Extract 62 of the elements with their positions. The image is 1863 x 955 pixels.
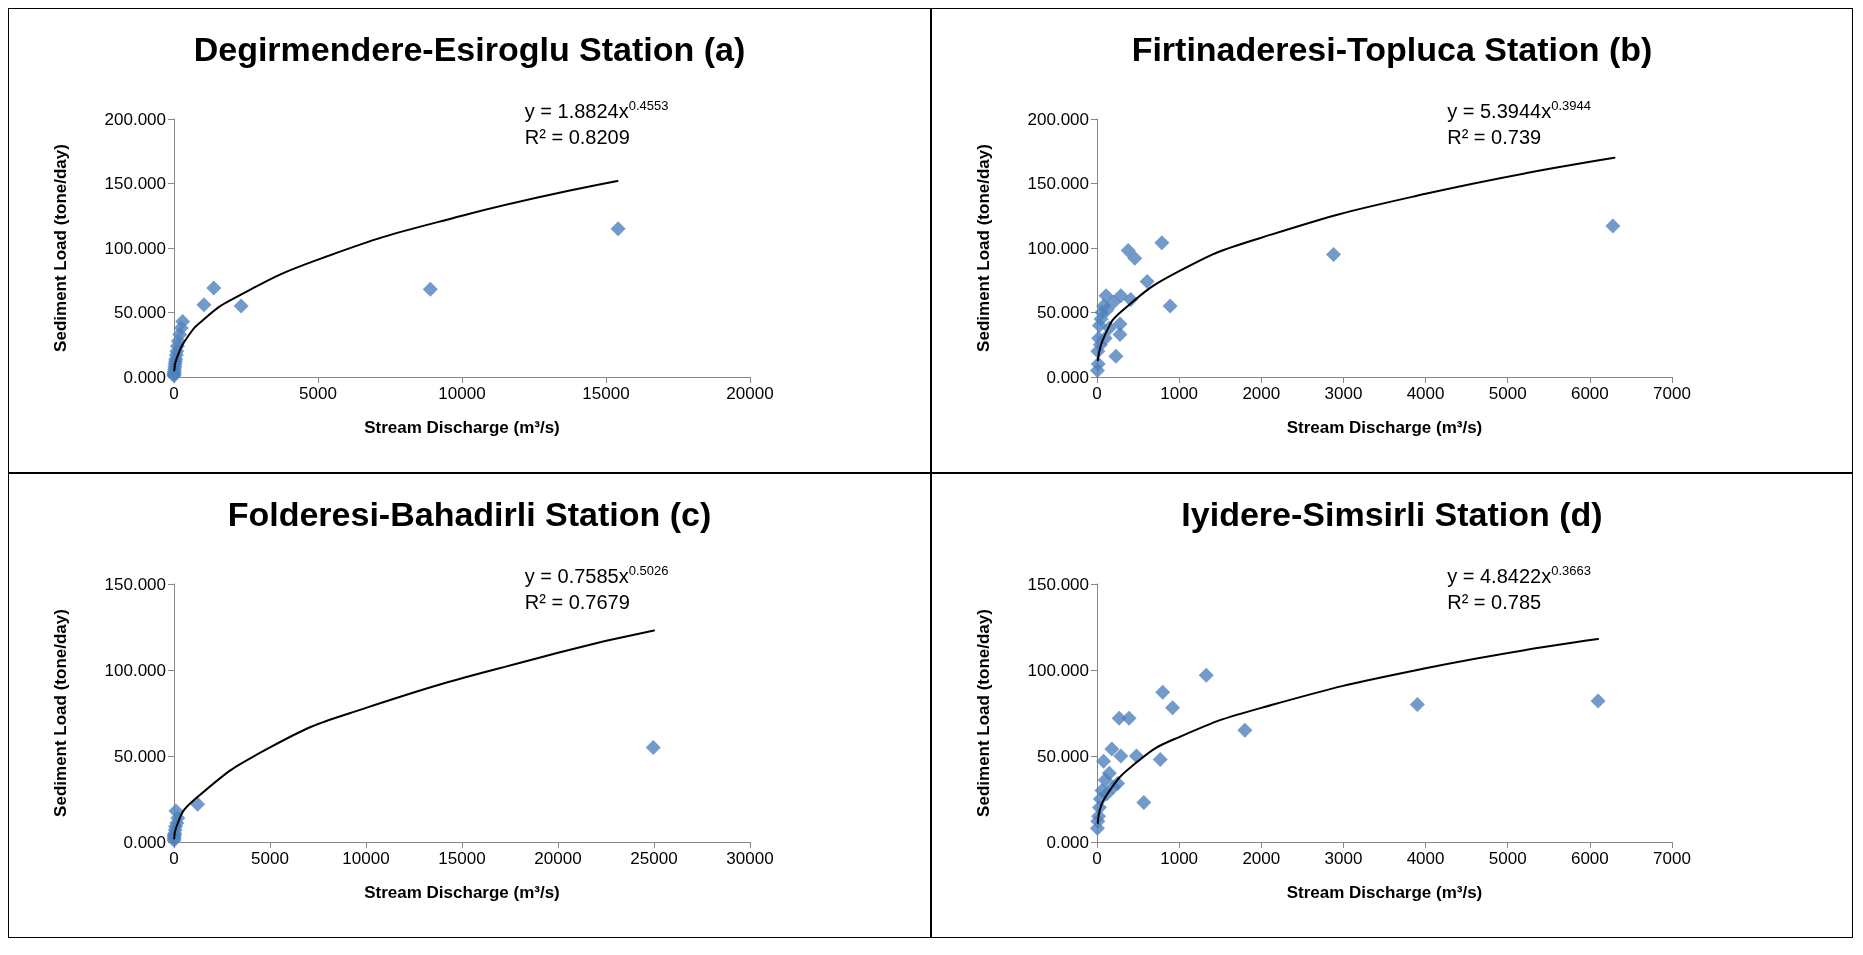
x-tick-label: 2000 — [1242, 849, 1281, 868]
chart-title: Degirmendere-Esiroglu Station (a) — [193, 30, 746, 68]
y-tick-label: 200.000 — [1027, 109, 1089, 129]
x-tick-label: 0 — [1092, 384, 1102, 403]
annotation: R² = 0.739 — [1447, 126, 1542, 148]
x-tick-label: 5000 — [251, 849, 289, 868]
y-tick-label: 0.000 — [123, 832, 166, 852]
x-tick-label: 3000 — [1324, 384, 1363, 403]
x-tick-label: 0 — [169, 384, 179, 403]
y-tick-label: 50.000 — [1037, 303, 1089, 322]
y-tick-label: 150.000 — [1027, 174, 1089, 193]
x-tick-label: 3000 — [1324, 849, 1363, 868]
x-tick-label: 7000 — [1653, 849, 1691, 868]
y-tick-label: 100.000 — [1027, 660, 1089, 680]
x-tick-label: 0 — [1092, 849, 1102, 868]
x-tick-label: 25000 — [630, 849, 678, 868]
x-tick-label: 4000 — [1406, 384, 1445, 403]
x-tick-label: 6000 — [1570, 384, 1609, 403]
x-tick-label: 10000 — [438, 384, 486, 403]
y-tick-label: 150.000 — [1027, 574, 1089, 594]
chart-title: Folderesi-Bahadirli Station (c) — [227, 495, 712, 533]
x-tick-label: 5000 — [299, 384, 337, 403]
annotation: R² = 0.7679 — [524, 591, 630, 613]
y-tick-label: 100.000 — [104, 238, 166, 258]
x-tick-label: 1000 — [1160, 384, 1199, 403]
x-tick-label: 10000 — [342, 849, 390, 868]
chart-title: Firtinaderesi-Topluca Station (b) — [1131, 30, 1653, 68]
y-tick-label: 0.000 — [123, 367, 166, 387]
x-tick-label: 20000 — [534, 849, 582, 868]
x-tick-label: 15000 — [582, 384, 630, 403]
y-tick-label: 100.000 — [1027, 238, 1089, 258]
x-tick-label: 1000 — [1160, 849, 1199, 868]
y-tick-label: 150.000 — [104, 574, 166, 594]
y-tick-label: 50.000 — [114, 746, 166, 766]
y-tick-label: 0.000 — [1046, 367, 1089, 387]
y-axis-title: Sediment Load (tone/day) — [51, 609, 70, 817]
x-axis-title: Stream Discharge (m³/s) — [364, 883, 560, 902]
y-tick-label: 50.000 — [114, 303, 166, 322]
chart-title: Iyidere-Simsirli Station (d) — [1181, 495, 1603, 533]
x-axis-title: Stream Discharge (m³/s) — [1286, 418, 1483, 437]
x-tick-label: 30000 — [726, 849, 774, 868]
y-axis-title: Sediment Load (tone/day) — [51, 144, 70, 352]
x-tick-label: 5000 — [1488, 849, 1527, 868]
x-tick-label: 7000 — [1653, 384, 1691, 403]
x-tick-label: 5000 — [1488, 384, 1527, 403]
annotation: R² = 0.785 — [1447, 591, 1542, 613]
x-tick-label: 20000 — [726, 384, 774, 403]
x-axis-title: Stream Discharge (m³/s) — [1286, 883, 1483, 902]
y-tick-label: 50.000 — [1037, 746, 1089, 766]
y-axis-title: Sediment Load (tone/day) — [974, 144, 993, 352]
annotation: R² = 0.8209 — [524, 126, 630, 148]
x-axis-title: Stream Discharge (m³/s) — [364, 418, 560, 437]
x-tick-label: 6000 — [1570, 849, 1609, 868]
y-tick-label: 200.000 — [104, 109, 166, 129]
y-axis-title: Sediment Load (tone/day) — [974, 609, 993, 817]
y-tick-label: 0.000 — [1046, 832, 1089, 852]
x-tick-label: 0 — [169, 849, 179, 868]
y-tick-label: 100.000 — [104, 660, 166, 680]
x-tick-label: 4000 — [1406, 849, 1445, 868]
x-tick-label: 2000 — [1242, 384, 1281, 403]
y-tick-label: 150.000 — [104, 174, 166, 193]
x-tick-label: 15000 — [438, 849, 486, 868]
